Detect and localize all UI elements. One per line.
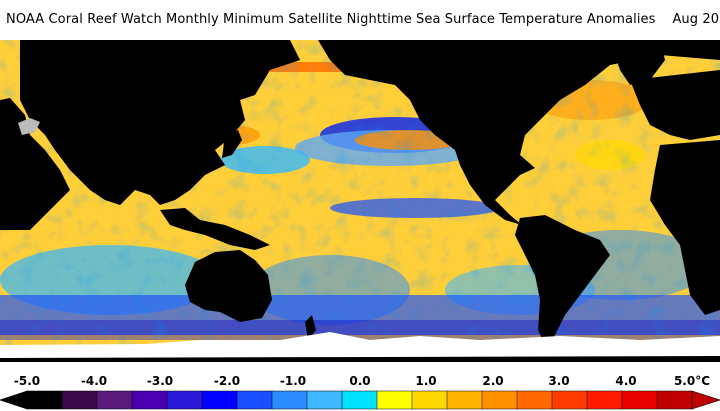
colorbar-arrow-max <box>691 390 720 410</box>
colorbar-cell <box>96 390 133 410</box>
colorbar-cell <box>131 390 168 410</box>
colorbar-cell <box>586 390 623 410</box>
colorbar-cell <box>341 390 378 410</box>
land-greenland <box>610 40 665 85</box>
tick-label: 0.0 <box>349 374 371 388</box>
tick-label: 3.0 <box>548 374 570 388</box>
colorbar-cell <box>236 390 273 410</box>
antarctica <box>0 332 720 362</box>
tick-label: -2.0 <box>213 374 241 388</box>
land-europe <box>630 70 720 140</box>
land-japan <box>222 130 242 158</box>
colorbar-cell <box>61 390 98 410</box>
tick-label: -4.0 <box>80 374 108 388</box>
land-north-america <box>318 40 720 225</box>
colorbar-cell <box>551 390 588 410</box>
colorbar-tick-labels: -5.0 -4.0 -3.0 -2.0 -1.0 0.0 1.0 2.0 3.0… <box>0 374 720 392</box>
colorbar-cell <box>446 390 483 410</box>
land-asia-west <box>0 40 70 230</box>
map-title: NOAA Coral Reef Watch Monthly Minimum Sa… <box>6 12 720 27</box>
land-asia <box>20 40 300 205</box>
land-south-america <box>515 215 610 345</box>
tick-label: -3.0 <box>146 374 174 388</box>
colorbar-cell <box>411 390 448 410</box>
colorbar-cell <box>376 390 413 410</box>
colorbar-cell <box>201 390 238 410</box>
land-africa-east <box>650 140 720 315</box>
sst-anomaly-map <box>0 40 720 362</box>
antarctic-land <box>0 356 720 362</box>
colorbar-cell <box>166 390 203 410</box>
tick-label: 2.0 <box>482 374 504 388</box>
colorbar-cell <box>306 390 343 410</box>
colorbar-cell <box>271 390 308 410</box>
land-australia <box>185 250 272 322</box>
tick-label: 4.0 <box>615 374 637 388</box>
inland-lake <box>18 118 40 135</box>
tick-label: -1.0 <box>279 374 307 388</box>
colorbar-cell <box>621 390 658 410</box>
land-new-zealand <box>305 315 316 340</box>
colorbar-cell <box>26 390 63 410</box>
colorbar-cell <box>481 390 518 410</box>
land-indonesia <box>160 208 270 250</box>
land-masses <box>0 40 720 345</box>
tick-label: 1.0 <box>415 374 437 388</box>
colorbar-cell <box>656 390 693 410</box>
tick-label: -5.0 <box>13 374 41 388</box>
tick-label: 5.0°C <box>673 374 711 388</box>
colorbar <box>0 390 720 410</box>
colorbar-cell <box>516 390 553 410</box>
colorbar-arrow-min <box>0 390 28 410</box>
